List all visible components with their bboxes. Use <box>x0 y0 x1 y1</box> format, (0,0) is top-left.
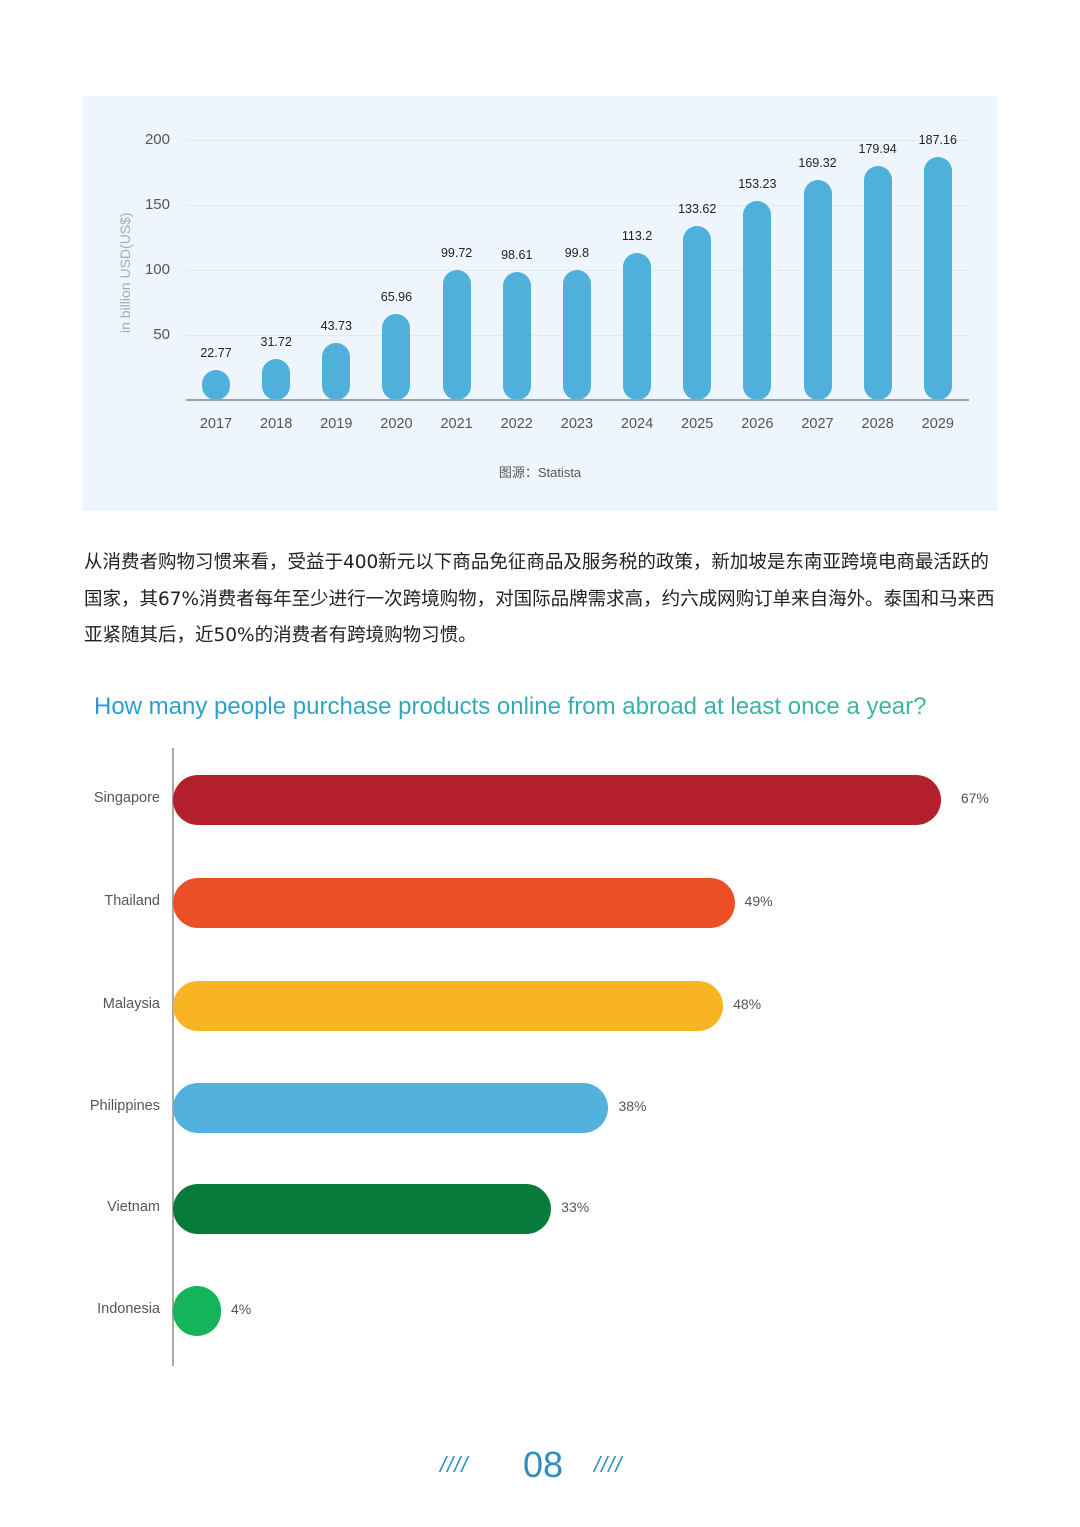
bar-singapore <box>173 775 941 825</box>
bar-2022 <box>502 271 531 400</box>
x-tick-label: 2027 <box>801 416 834 432</box>
bar-value-label: 99.72 <box>440 246 473 261</box>
gridline <box>186 205 969 206</box>
x-tick-label: 2026 <box>741 416 774 432</box>
x-tick-label: 2018 <box>260 416 293 432</box>
x-axis-line <box>186 399 969 401</box>
bar-value-label: 33% <box>561 1199 590 1215</box>
page-number: 08 <box>522 1444 564 1485</box>
x-tick-label: 2021 <box>440 416 473 432</box>
market-size-chart-panel <box>82 96 998 511</box>
category-label: Thailand <box>104 893 160 909</box>
bar-2019 <box>322 343 351 400</box>
bar-philippines <box>173 1083 609 1133</box>
bar-2024 <box>623 252 652 400</box>
chart-source: 图源：Statista <box>498 465 582 480</box>
bar-value-label: 49% <box>744 893 773 909</box>
category-label: Malaysia <box>102 996 160 1012</box>
x-tick-label: 2024 <box>620 416 654 432</box>
bar-2023 <box>562 270 591 400</box>
chart-title: How many people purchase products online… <box>94 693 927 720</box>
x-tick-label: 2022 <box>500 416 533 432</box>
bar-value-label: 187.16 <box>918 132 957 147</box>
bar-value-label: 4% <box>231 1301 252 1317</box>
x-tick-label: 2025 <box>681 416 714 432</box>
bar-indonesia <box>173 1286 221 1336</box>
bar-value-label: 133.62 <box>678 202 717 217</box>
x-tick-label: 2023 <box>560 416 594 432</box>
bar-vietnam <box>173 1184 552 1234</box>
bar-value-label: 65.96 <box>380 290 413 305</box>
body-paragraph: 从消费者购物习惯来看，受益于400新元以下商品免征商品及服务税的政策，新加坡是东… <box>84 552 995 646</box>
category-label: Philippines <box>89 1098 160 1114</box>
bar-value-label: 48% <box>733 996 762 1012</box>
y-tick-label: 150 <box>144 196 170 213</box>
bar-malaysia <box>173 981 724 1031</box>
y-tick-label: 200 <box>144 131 170 148</box>
bar-2026 <box>743 200 772 400</box>
bar-2029 <box>923 156 952 400</box>
bar-2020 <box>382 314 411 400</box>
bar-2017 <box>202 370 230 400</box>
bar-value-label: 38% <box>618 1098 647 1114</box>
x-tick-label: 2020 <box>380 416 413 432</box>
bar-2028 <box>863 166 892 400</box>
y-axis-line <box>172 748 174 1366</box>
x-tick-label: 2019 <box>320 416 353 432</box>
gridline <box>186 140 969 141</box>
bar-value-label: 153.23 <box>738 176 777 191</box>
category-label: Vietnam <box>107 1199 160 1215</box>
category-label: Singapore <box>93 790 160 806</box>
bar-value-label: 43.73 <box>320 319 352 334</box>
x-tick-label: 2029 <box>921 416 954 432</box>
x-tick-label: 2028 <box>861 416 894 432</box>
bar-value-label: 22.77 <box>200 346 232 361</box>
category-label: Indonesia <box>97 1301 160 1317</box>
y-tick-label: 50 <box>153 326 170 343</box>
bar-value-label: 99.8 <box>564 246 590 261</box>
bar-value-label: 169.32 <box>798 155 837 170</box>
bar-2021 <box>442 270 471 400</box>
bar-value-label: 113.2 <box>621 228 653 243</box>
bar-thailand <box>173 878 735 928</box>
bar-value-label: 98.61 <box>501 247 533 262</box>
bar-2027 <box>803 179 832 400</box>
left-slash-decoration: //// <box>440 1452 469 1477</box>
x-tick-label: 2017 <box>199 416 233 432</box>
right-slash-decoration: //// <box>594 1452 623 1477</box>
y-tick-label: 100 <box>144 261 170 278</box>
bar-2025 <box>683 226 712 400</box>
y-axis-label: in billion USD(US$) <box>117 212 133 333</box>
bar-value-label: 31.72 <box>260 334 292 349</box>
bar-value-label: 67% <box>960 790 989 806</box>
bar-value-label: 179.94 <box>858 142 897 157</box>
bar-2018 <box>262 358 291 400</box>
